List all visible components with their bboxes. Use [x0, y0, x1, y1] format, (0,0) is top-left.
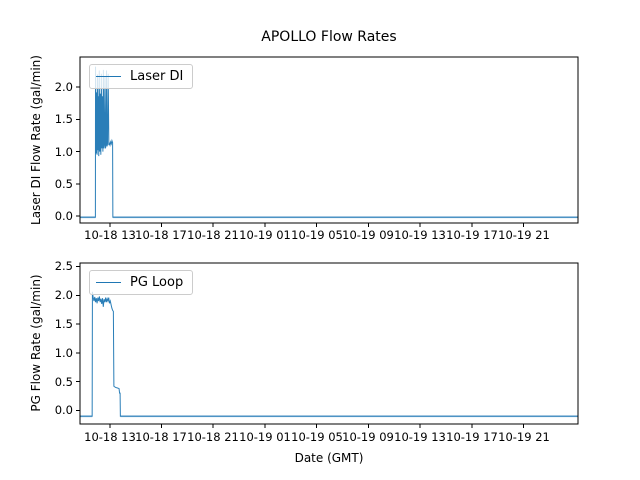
x-tick-label: 10-19 17 [446, 430, 498, 444]
x-tick-label: 10-18 17 [135, 430, 187, 444]
y-tick-label: 0.0 [54, 403, 73, 417]
legend-laser-di: Laser DI [89, 64, 194, 89]
y-tick-label: 1.0 [54, 145, 73, 159]
axes-frame [79, 262, 579, 425]
series-line-pg-loop [80, 291, 578, 417]
x-tick-label: 10-19 05 [291, 430, 343, 444]
series-line-laser-di [80, 66, 578, 218]
legend-line-sample [96, 282, 121, 283]
x-tick-label: 10-18 21 [187, 228, 239, 242]
x-tick-label: 10-19 21 [498, 228, 550, 242]
x-tick-label: 10-18 13 [84, 430, 136, 444]
y-tick-label: 1.0 [54, 346, 73, 360]
legend-pg-loop: PG Loop [89, 270, 194, 295]
x-tick-label: 10-19 13 [394, 228, 446, 242]
x-tick-label: 10-18 21 [187, 430, 239, 444]
x-tick-label: 10-19 01 [239, 228, 291, 242]
x-tick-label: 10-19 05 [291, 228, 343, 242]
x-tick-label: 10-19 21 [498, 430, 550, 444]
x-tick-label: 10-18 13 [84, 228, 136, 242]
y-tick-label: 0.5 [54, 375, 73, 389]
y-tick-label: 2.5 [54, 259, 73, 273]
y-tick-label: 1.5 [54, 112, 73, 126]
figure-title: APOLLO Flow Rates [261, 29, 397, 45]
y-tick-label: 1.5 [54, 317, 73, 331]
x-tick-label: 10-18 17 [135, 228, 187, 242]
legend-label: PG Loop [130, 275, 184, 290]
x-tick-label: 10-19 13 [394, 430, 446, 444]
axes-frame [79, 56, 579, 224]
y-tick-label: 0.0 [54, 209, 73, 223]
x-tick-label: 10-19 17 [446, 228, 498, 242]
x-axis-label: Date (GMT) [294, 451, 364, 465]
legend-line-sample [96, 76, 121, 77]
y-tick-label: 2.0 [54, 288, 73, 302]
legend-label: Laser DI [130, 69, 184, 84]
x-tick-label: 10-19 09 [342, 430, 394, 444]
x-tick-label: 10-19 09 [342, 228, 394, 242]
x-tick-label: 10-19 01 [239, 430, 291, 444]
y-tick-label: 0.5 [54, 177, 73, 191]
y-tick-label: 2.0 [54, 80, 73, 94]
